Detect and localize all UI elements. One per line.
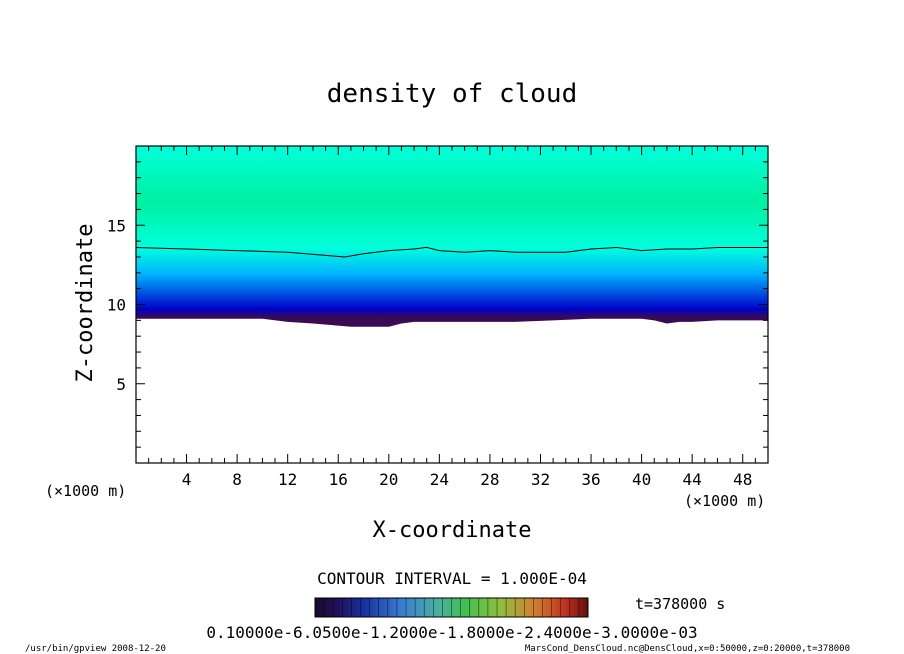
x-unit-right: (×1000 m): [684, 492, 765, 510]
x-tick-label: 4: [182, 470, 192, 489]
x-axis-label: X-coordinate: [373, 518, 532, 543]
y-tick-label: 5: [116, 375, 126, 394]
y-tick-label: 15: [107, 216, 126, 235]
x-tick-label: 28: [480, 470, 499, 489]
x-tick-label: 8: [232, 470, 242, 489]
colorbar-labels: 0.10000e-6.0500e-1.2000e-1.8000e-2.4000e…: [206, 623, 697, 642]
x-tick-label: 40: [632, 470, 651, 489]
contour-line: [136, 246, 768, 258]
cloud-density-field: [136, 146, 768, 327]
contour-interval-label: CONTOUR INTERVAL = 1.000E-04: [317, 569, 587, 588]
x-tick-label: 36: [581, 470, 600, 489]
x-tick-label: 16: [329, 470, 348, 489]
x-tick-label: 24: [430, 470, 449, 489]
x-tick-label: 20: [379, 470, 398, 489]
footer-right: MarsCond_DensCloud.nc@DensCloud,x=0:5000…: [525, 644, 850, 654]
footer-left: /usr/bin/gpview 2008-12-20: [25, 644, 166, 654]
chart-title: density of cloud: [327, 79, 577, 109]
x-tick-label: 32: [531, 470, 550, 489]
time-label: t=378000 s: [635, 595, 725, 613]
y-axis-label: Z-coordinate: [73, 224, 98, 383]
y-tick-label: 10: [107, 296, 126, 315]
colorbar-ticks: [323, 598, 580, 617]
x-tick-label: 48: [733, 470, 752, 489]
x-tick-label: 44: [683, 470, 702, 489]
x-unit-left: (×1000 m): [45, 482, 126, 500]
x-tick-label: 12: [278, 470, 297, 489]
